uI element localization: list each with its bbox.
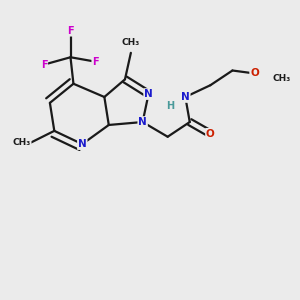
Text: CH₃: CH₃ bbox=[272, 74, 290, 83]
Text: F: F bbox=[41, 60, 47, 70]
Text: N: N bbox=[78, 139, 87, 149]
Text: N: N bbox=[144, 89, 153, 99]
Text: H: H bbox=[167, 101, 175, 111]
Text: CH₃: CH₃ bbox=[13, 138, 31, 147]
Text: CH₃: CH₃ bbox=[122, 38, 140, 47]
Text: N: N bbox=[181, 92, 190, 102]
Text: F: F bbox=[92, 57, 99, 67]
Text: N: N bbox=[138, 117, 147, 127]
Text: O: O bbox=[206, 129, 215, 139]
Text: F: F bbox=[67, 26, 74, 36]
Text: O: O bbox=[250, 68, 259, 78]
